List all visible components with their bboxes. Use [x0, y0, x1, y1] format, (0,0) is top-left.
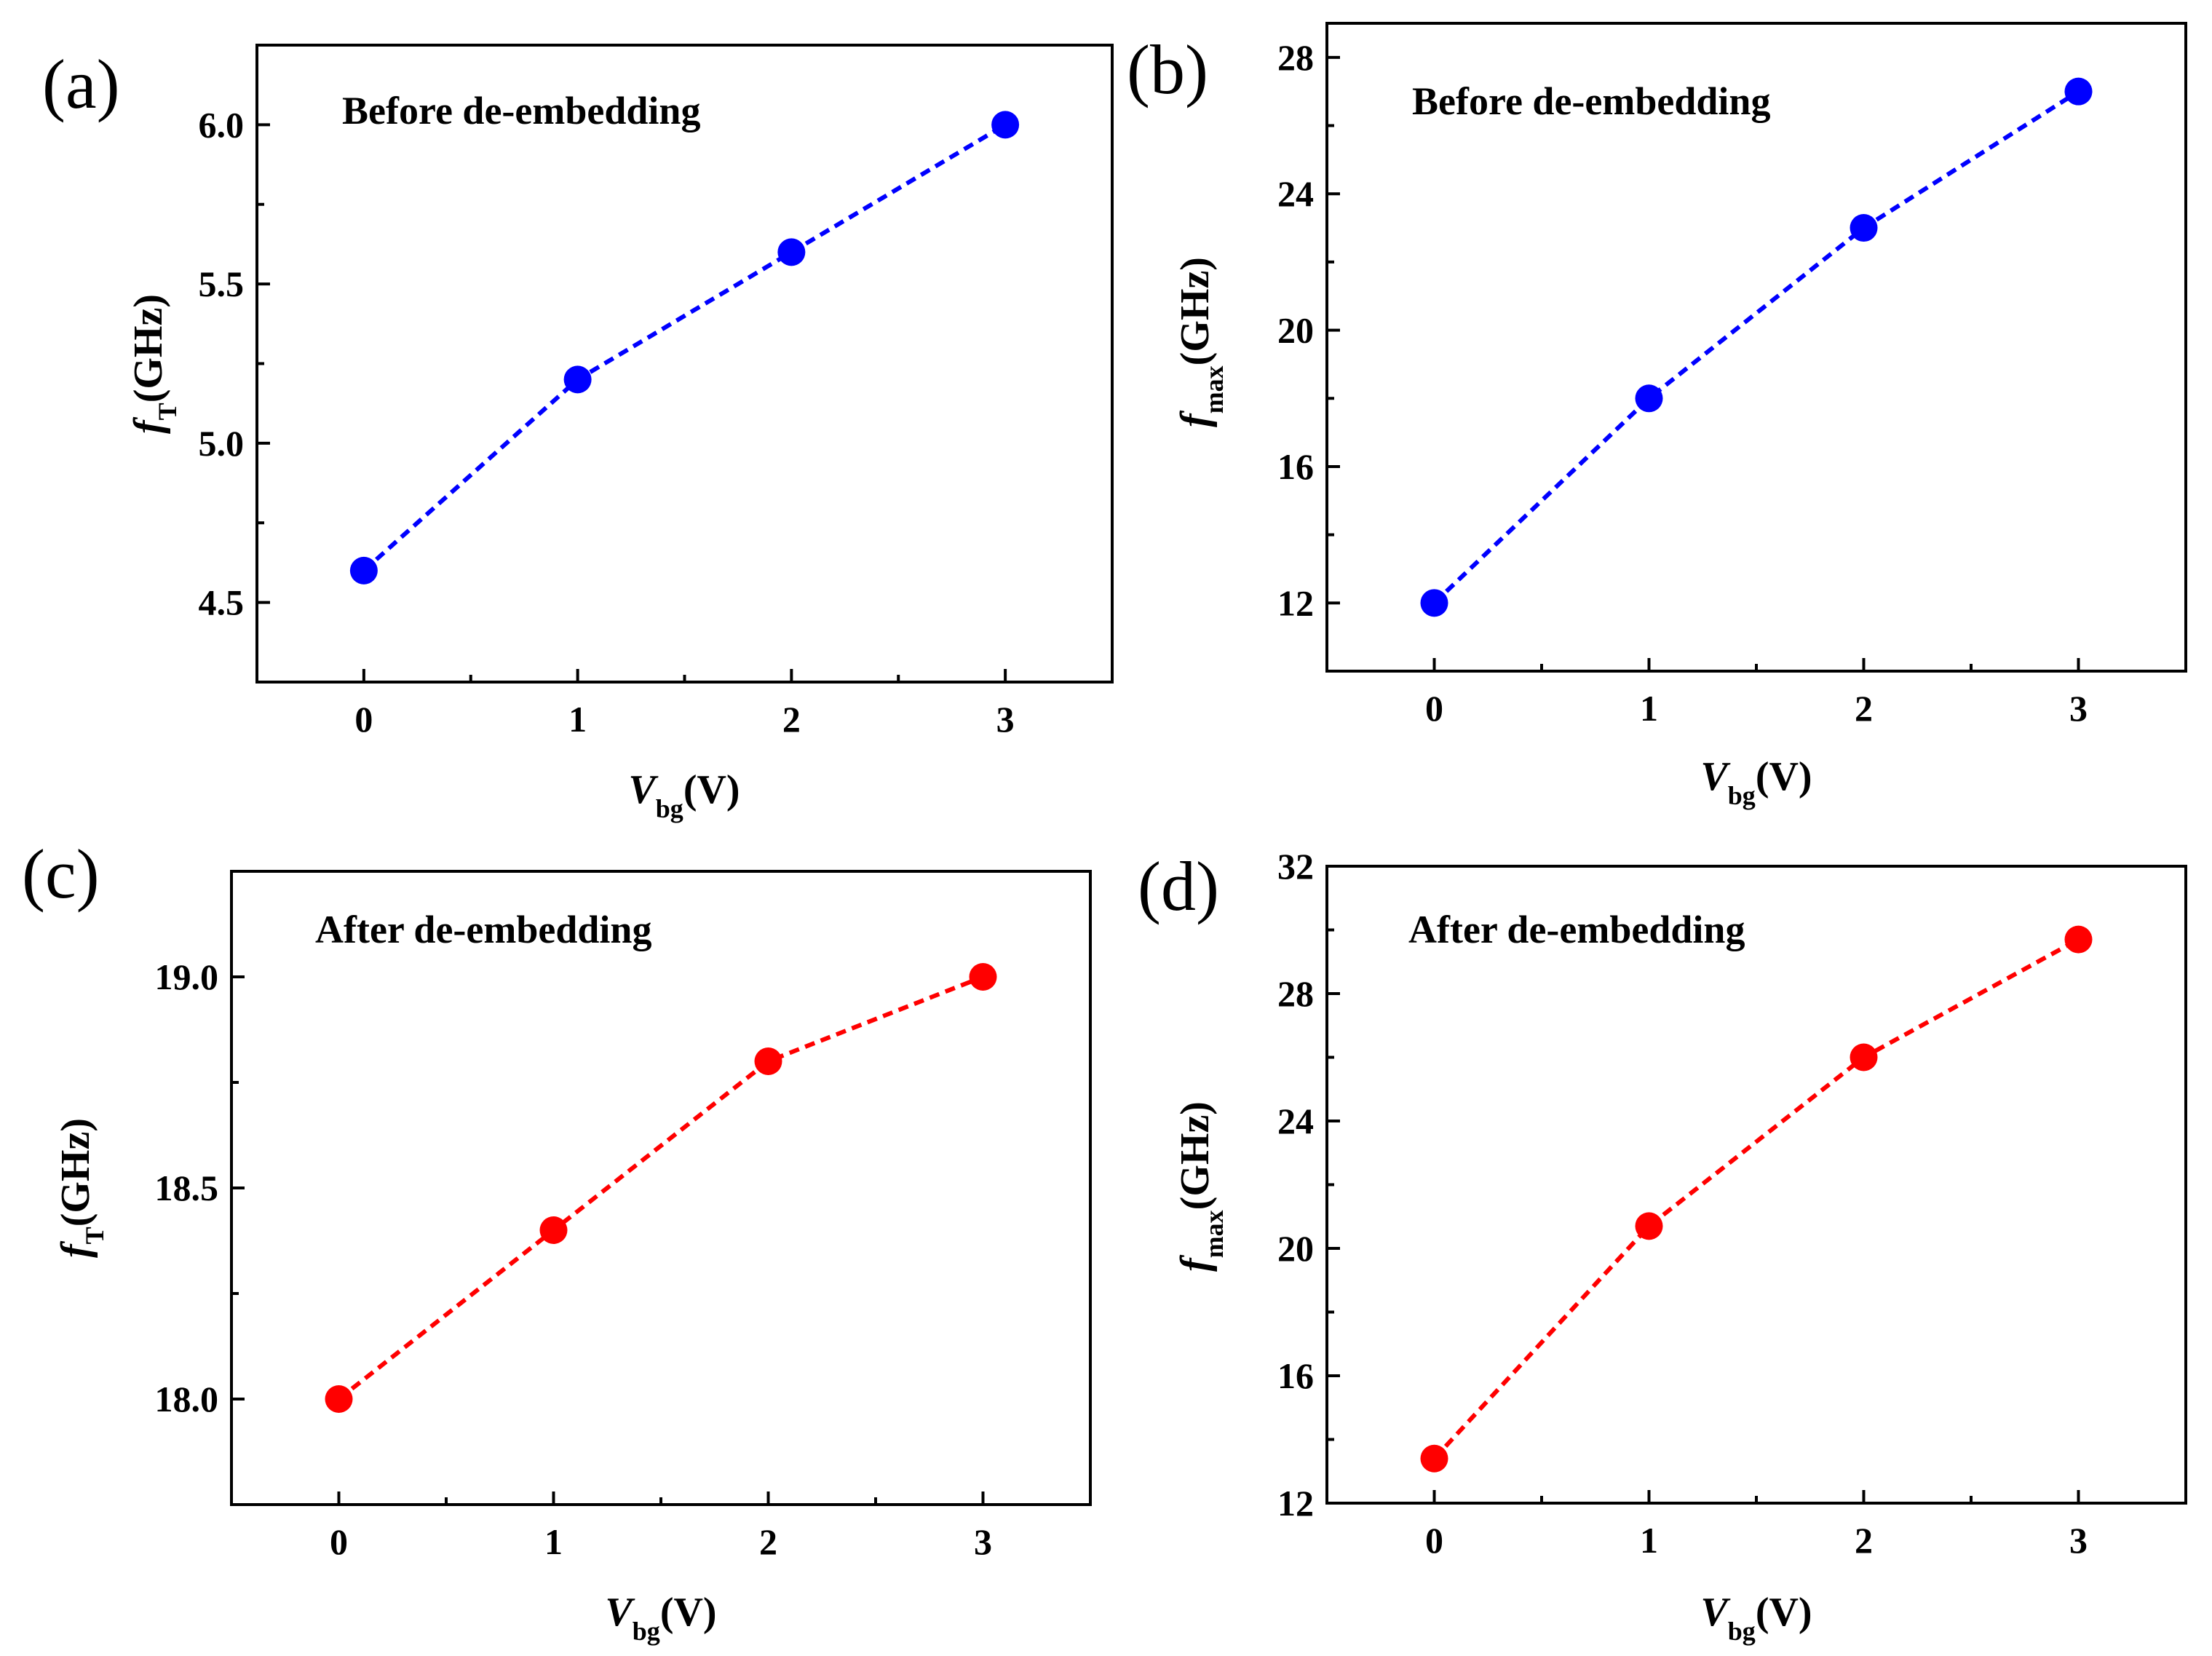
- panel-a-data-point: [991, 111, 1020, 139]
- panel-d-series: [1420, 925, 2093, 1473]
- panel-c-data-point: [754, 1047, 782, 1075]
- panel-b-x-tick-label: 1: [1640, 688, 1658, 729]
- panel-d-x-tick-label: 2: [1855, 1520, 1873, 1561]
- panel-d-data-point: [2064, 925, 2093, 954]
- panel-b-y-tick-label: 20: [1277, 310, 1314, 351]
- panel-a-y-tick-label: 5.0: [199, 423, 245, 464]
- panel-c-label: (c): [22, 835, 100, 913]
- panel-d-series-line: [1432, 937, 2080, 1460]
- panel-a-x-axis-title: Vbg(V): [628, 767, 740, 823]
- panel-d-y-axis-title: fmax(GHz): [1173, 1101, 1229, 1272]
- panel-b-y-axis: 12 16 20 24 28: [1277, 37, 1340, 623]
- panel-c-x-tick-label: 2: [759, 1521, 777, 1562]
- panel-c-x-axis: 0 1 2 3: [330, 1491, 1092, 1562]
- panel-c-series: [325, 963, 997, 1413]
- panel-b-y-tick-label: 12: [1277, 582, 1314, 623]
- panel-a-y-tick-label: 5.5: [199, 264, 245, 304]
- panel-c-data-point: [539, 1216, 568, 1244]
- panel-c-frame: [230, 870, 1092, 1506]
- panel-b-label: (b): [1127, 31, 1208, 108]
- panel-b-y-axis-title: fmax(GHz): [1173, 257, 1229, 427]
- panel-c-y-axis-title: fT(GHz): [53, 1118, 109, 1258]
- panel-a-y-tick-label: 6.0: [199, 104, 245, 145]
- panel-b-x-tick-label: 0: [1425, 688, 1443, 729]
- panel-c-x-tick-label: 3: [974, 1521, 992, 1562]
- panel-d-y-tick-label: 20: [1277, 1228, 1314, 1269]
- panel-b-x-tick-label: 2: [1855, 688, 1873, 729]
- panel-c-x-axis-title: Vbg(V): [605, 1590, 716, 1646]
- panel-a: (a) Before de-embedding 0 1 2 3 4.5 5.0 5.5 6.…: [42, 44, 1114, 823]
- panel-b-y-tick-label: 16: [1277, 446, 1314, 487]
- panel-b-series: [1420, 77, 2093, 617]
- panel-d-data-point: [1420, 1444, 1448, 1473]
- panel-b-annotation: Before de-embedding: [1412, 79, 1770, 123]
- panel-c-y-tick-label: 18.0: [155, 1379, 219, 1419]
- panel-a-series-line: [362, 122, 1007, 573]
- panel-a-y-tick-label: 4.5: [199, 582, 245, 623]
- panel-d-data-point: [1635, 1212, 1663, 1240]
- panel-a-x-axis: 0 1 2 3: [354, 669, 1114, 740]
- panel-b-y-tick-label: 28: [1277, 37, 1314, 78]
- panel-d-frame: [1325, 865, 2187, 1505]
- panel-b-data-point: [2064, 77, 2093, 106]
- panel-c-y-axis: 18.0 18.5 19.0: [155, 956, 245, 1419]
- panel-d-y-tick-label: 24: [1277, 1101, 1314, 1141]
- panel-b-x-axis: 0 1 2 3: [1425, 658, 2187, 729]
- panel-c-y-tick-label: 18.5: [155, 1168, 219, 1208]
- panel-d-x-axis-title: Vbg(V): [1700, 1590, 1812, 1646]
- panel-a-x-tick-label: 1: [568, 699, 587, 740]
- panel-b-x-tick-label: 3: [2069, 688, 2088, 729]
- panel-a-data-point: [563, 365, 592, 394]
- panel-c-data-point: [325, 1385, 353, 1413]
- panel-d-y-tick-label: 16: [1277, 1355, 1314, 1396]
- panel-d-data-point: [1850, 1043, 1878, 1071]
- panel-a-data-point: [777, 238, 806, 266]
- panel-a-series: [349, 111, 1020, 585]
- panel-a-annotation: Before de-embedding: [342, 89, 700, 132]
- panel-a-y-axis-title: fT(GHz): [126, 294, 182, 434]
- panel-c-y-tick-label: 19.0: [155, 956, 219, 997]
- panel-c-x-tick-label: 0: [330, 1521, 348, 1562]
- panel-b-data-point: [1635, 384, 1663, 413]
- panel-b-data-point: [1420, 589, 1448, 617]
- panel-b-data-point: [1850, 214, 1878, 242]
- panel-c: (c) After de-embedding 0 1 2 3 18.0 18.5 19.0…: [22, 835, 1092, 1646]
- panel-a-x-tick-label: 2: [782, 699, 801, 740]
- panel-d-annotation: After de-embedding: [1408, 908, 1745, 951]
- panel-c-x-tick-label: 1: [544, 1521, 563, 1562]
- panel-d-x-tick-label: 0: [1425, 1520, 1443, 1561]
- panel-d-y-tick-label: 28: [1277, 973, 1314, 1014]
- panel-a-label: (a): [42, 45, 120, 123]
- panel-a-y-axis: 4.5 5.0 5.5 6.0: [199, 104, 270, 623]
- panel-b-y-tick-label: 24: [1277, 173, 1314, 214]
- panel-c-data-point: [969, 963, 997, 991]
- panel-a-x-tick-label: 3: [996, 699, 1015, 740]
- panel-d-label: (d): [1138, 847, 1219, 925]
- panel-c-series-line: [337, 975, 984, 1401]
- panel-b-x-axis-title: Vbg(V): [1700, 754, 1812, 810]
- panel-c-annotation: After de-embedding: [315, 908, 651, 951]
- panel-d-x-tick-label: 3: [2069, 1520, 2088, 1561]
- panel-d-y-tick-label: 32: [1277, 846, 1314, 887]
- panel-a-data-point: [349, 556, 378, 585]
- panel-d-x-axis: 0 1 2 3: [1425, 1490, 2187, 1561]
- panel-d-y-tick-label: 12: [1277, 1483, 1314, 1524]
- panel-a-x-tick-label: 0: [354, 699, 373, 740]
- panel-d-y-axis: 12 16 20 24 28 32: [1277, 846, 1340, 1524]
- panel-b-series-line: [1432, 90, 2080, 605]
- panel-a-frame: [255, 44, 1114, 684]
- panel-d-x-tick-label: 1: [1640, 1520, 1658, 1561]
